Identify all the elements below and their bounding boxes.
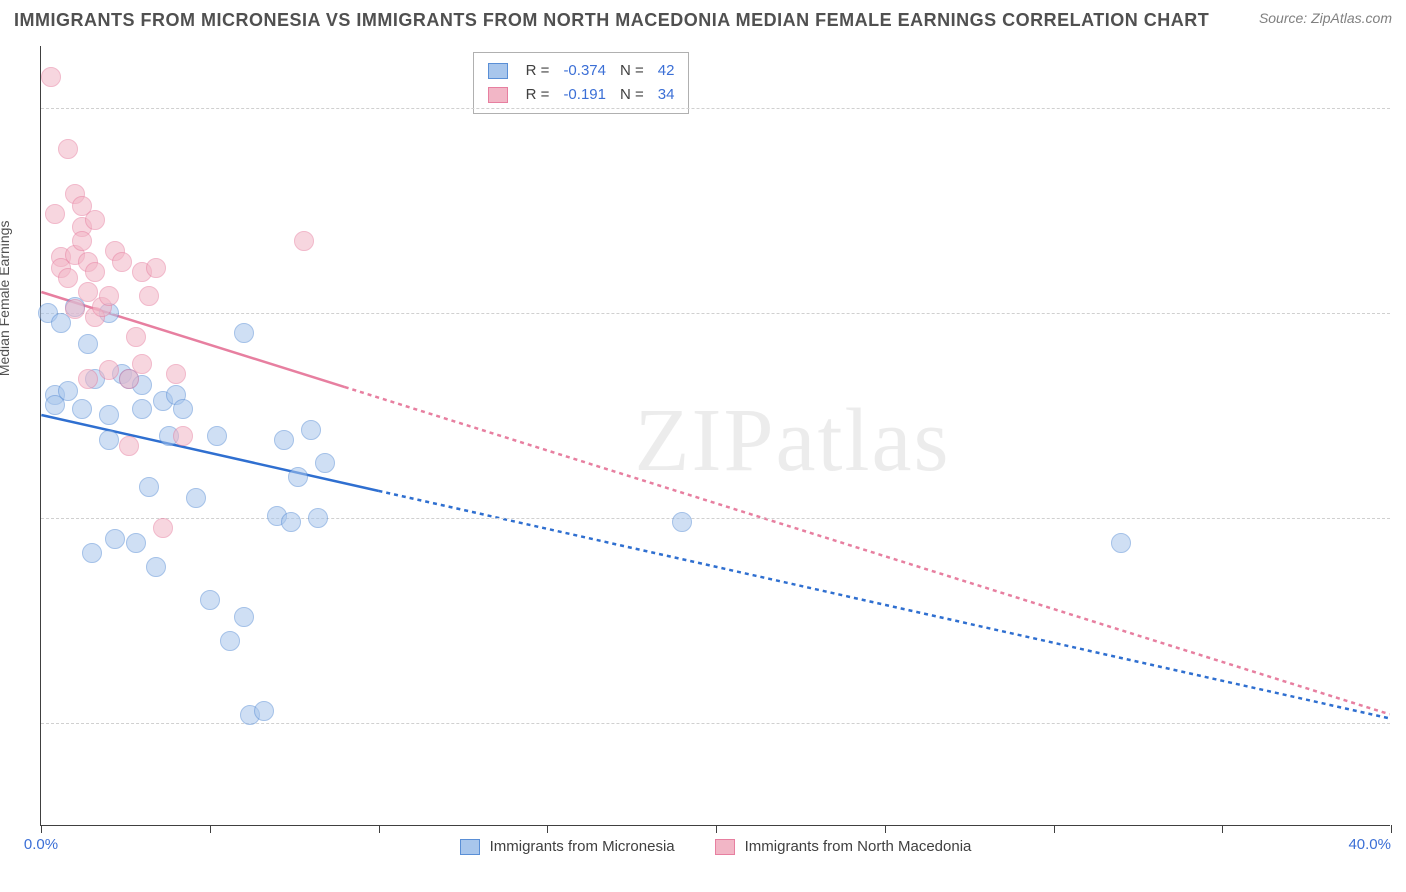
data-point [308,508,328,528]
data-point [58,139,78,159]
y-axis-label: Median Female Earnings [0,221,12,377]
data-point [99,360,119,380]
legend-row: R = -0.374 N = 42 [488,59,675,83]
data-point [119,436,139,456]
data-point [207,426,227,446]
data-point [139,477,159,497]
data-point [78,369,98,389]
x-tick [210,825,211,833]
data-point [315,453,335,473]
source-attribution: Source: ZipAtlas.com [1259,10,1392,26]
x-tick [1391,825,1392,833]
series-name: Immigrants from North Macedonia [745,838,972,855]
data-point [126,327,146,347]
data-point [1111,533,1131,553]
legend-swatch [715,839,735,855]
data-point [132,354,152,374]
data-point [166,364,186,384]
data-point [200,590,220,610]
gridline-h [41,313,1390,314]
data-point [288,467,308,487]
data-point [139,286,159,306]
data-point [153,518,173,538]
data-point [82,543,102,563]
data-point [132,399,152,419]
data-point [274,430,294,450]
series-legend-bottom: Immigrants from Micronesia Immigrants fro… [41,838,1390,855]
legend-n-value: 34 [658,83,675,107]
data-point [301,420,321,440]
gridline-h [41,518,1390,519]
data-point [146,258,166,278]
data-point [99,405,119,425]
source-label: Source: [1259,10,1311,26]
data-point [85,210,105,230]
legend-n-value: 42 [658,59,675,83]
x-tick [547,825,548,833]
data-point [186,488,206,508]
data-point [72,231,92,251]
scatter-plot-area: ZIPatlas R =-0.374N =42R =-0.191N =34 Im… [40,46,1390,826]
data-point [173,399,193,419]
data-point [58,268,78,288]
correlation-legend-box: R = -0.374 N = 42 R = -0.191 N = 34 [473,52,690,114]
data-point [672,512,692,532]
x-tick [41,825,42,833]
legend-r-label: R = [526,59,550,83]
x-tick-label-left: 0.0% [24,836,58,853]
chart-title: IMMIGRANTS FROM MICRONESIA VS IMMIGRANTS… [14,10,1209,31]
data-point [281,512,301,532]
legend-r-value: -0.374 [563,59,606,83]
gridline-h [41,108,1390,109]
data-point [126,533,146,553]
legend-n-label: N = [620,83,644,107]
source-value: ZipAtlas.com [1311,10,1392,26]
series-name: Immigrants from Micronesia [490,838,675,855]
data-point [234,607,254,627]
data-point [254,701,274,721]
trend-line [345,387,1390,714]
x-tick [1054,825,1055,833]
x-tick [1222,825,1223,833]
data-point [58,381,78,401]
data-point [41,67,61,87]
series-legend-item: Immigrants from North Macedonia [715,838,972,855]
data-point [99,286,119,306]
x-tick-label-right: 40.0% [1348,836,1391,853]
series-legend-item: Immigrants from Micronesia [460,838,675,855]
trend-line [378,491,1389,719]
legend-r-label: R = [526,83,550,107]
legend-swatch [488,87,508,103]
data-point [112,252,132,272]
x-tick [716,825,717,833]
data-point [173,426,193,446]
data-point [65,299,85,319]
legend-swatch [488,63,508,79]
watermark-text: ZIPatlas [635,389,951,492]
data-point [294,231,314,251]
legend-swatch [460,839,480,855]
data-point [234,323,254,343]
gridline-h [41,723,1390,724]
data-point [72,399,92,419]
data-point [78,334,98,354]
legend-r-value: -0.191 [563,83,606,107]
legend-row: R = -0.191 N = 34 [488,83,675,107]
data-point [85,262,105,282]
data-point [45,204,65,224]
x-tick [379,825,380,833]
data-point [99,430,119,450]
legend-n-label: N = [620,59,644,83]
data-point [105,529,125,549]
x-tick [885,825,886,833]
data-point [220,631,240,651]
data-point [146,557,166,577]
